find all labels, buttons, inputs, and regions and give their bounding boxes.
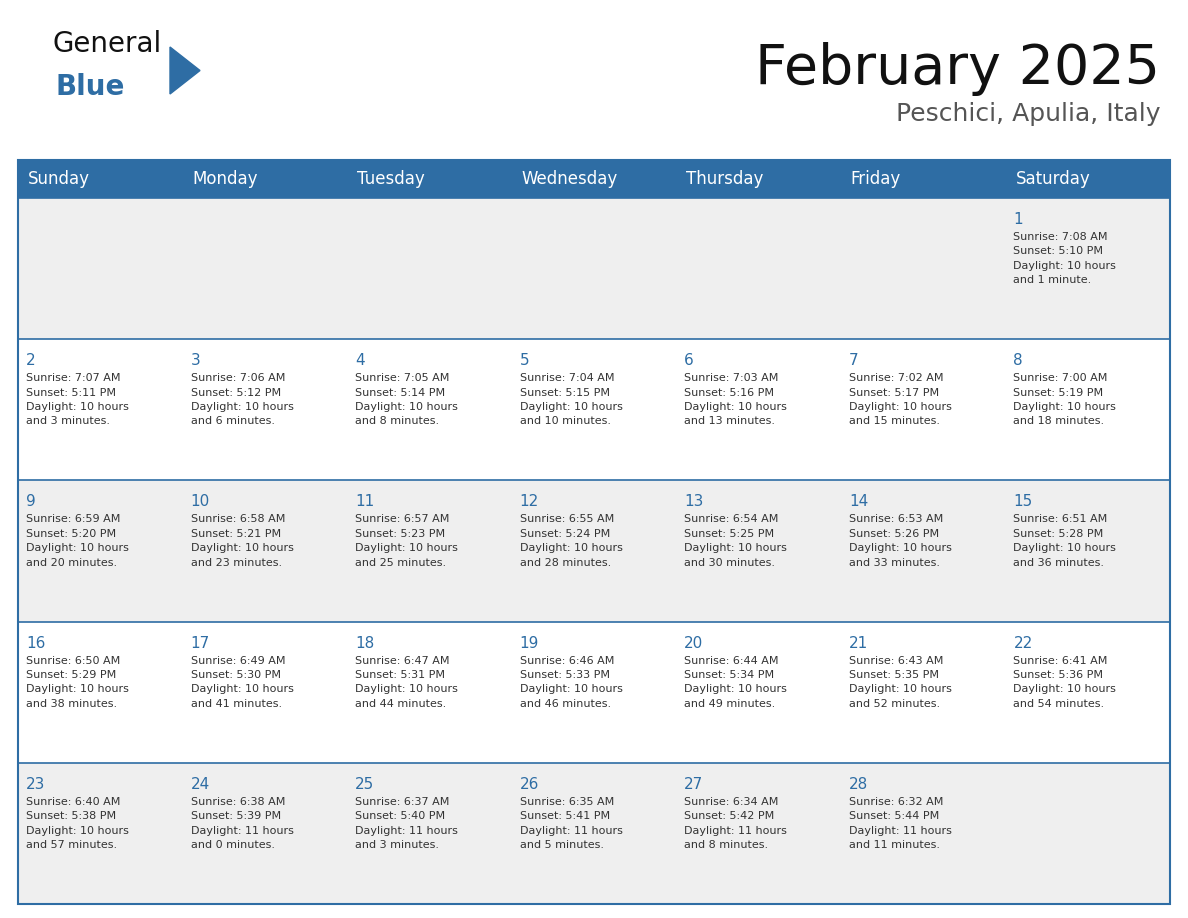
Text: 18: 18 (355, 635, 374, 651)
Polygon shape (170, 47, 200, 94)
Text: 12: 12 (519, 495, 539, 509)
Text: 19: 19 (519, 635, 539, 651)
Text: 17: 17 (190, 635, 210, 651)
Text: 5: 5 (519, 353, 530, 368)
Text: Sunrise: 7:05 AM
Sunset: 5:14 PM
Daylight: 10 hours
and 8 minutes.: Sunrise: 7:05 AM Sunset: 5:14 PM Dayligh… (355, 374, 459, 426)
Text: Sunrise: 6:37 AM
Sunset: 5:40 PM
Daylight: 11 hours
and 3 minutes.: Sunrise: 6:37 AM Sunset: 5:40 PM Dayligh… (355, 797, 459, 850)
Text: General: General (52, 30, 162, 58)
Text: Sunrise: 6:35 AM
Sunset: 5:41 PM
Daylight: 11 hours
and 5 minutes.: Sunrise: 6:35 AM Sunset: 5:41 PM Dayligh… (519, 797, 623, 850)
Text: Sunrise: 7:04 AM
Sunset: 5:15 PM
Daylight: 10 hours
and 10 minutes.: Sunrise: 7:04 AM Sunset: 5:15 PM Dayligh… (519, 374, 623, 426)
Text: Sunrise: 7:08 AM
Sunset: 5:10 PM
Daylight: 10 hours
and 1 minute.: Sunrise: 7:08 AM Sunset: 5:10 PM Dayligh… (1013, 232, 1117, 285)
Text: Saturday: Saturday (1016, 170, 1091, 188)
Text: 21: 21 (849, 635, 868, 651)
Text: Sunrise: 6:58 AM
Sunset: 5:21 PM
Daylight: 10 hours
and 23 minutes.: Sunrise: 6:58 AM Sunset: 5:21 PM Dayligh… (190, 514, 293, 567)
Text: 22: 22 (1013, 635, 1032, 651)
Text: Friday: Friday (851, 170, 902, 188)
Text: 9: 9 (26, 495, 36, 509)
Text: Sunrise: 6:40 AM
Sunset: 5:38 PM
Daylight: 10 hours
and 57 minutes.: Sunrise: 6:40 AM Sunset: 5:38 PM Dayligh… (26, 797, 128, 850)
Text: Sunrise: 7:03 AM
Sunset: 5:16 PM
Daylight: 10 hours
and 13 minutes.: Sunrise: 7:03 AM Sunset: 5:16 PM Dayligh… (684, 374, 788, 426)
Text: 27: 27 (684, 777, 703, 792)
Text: Peschici, Apulia, Italy: Peschici, Apulia, Italy (896, 102, 1159, 126)
Text: 23: 23 (26, 777, 45, 792)
Text: Sunrise: 6:54 AM
Sunset: 5:25 PM
Daylight: 10 hours
and 30 minutes.: Sunrise: 6:54 AM Sunset: 5:25 PM Dayligh… (684, 514, 788, 567)
Text: Sunrise: 6:55 AM
Sunset: 5:24 PM
Daylight: 10 hours
and 28 minutes.: Sunrise: 6:55 AM Sunset: 5:24 PM Dayligh… (519, 514, 623, 567)
Text: Sunrise: 6:46 AM
Sunset: 5:33 PM
Daylight: 10 hours
and 46 minutes.: Sunrise: 6:46 AM Sunset: 5:33 PM Dayligh… (519, 655, 623, 709)
Text: Tuesday: Tuesday (358, 170, 425, 188)
Text: Sunrise: 6:50 AM
Sunset: 5:29 PM
Daylight: 10 hours
and 38 minutes.: Sunrise: 6:50 AM Sunset: 5:29 PM Dayligh… (26, 655, 128, 709)
Text: 11: 11 (355, 495, 374, 509)
Text: 13: 13 (684, 495, 703, 509)
Text: 10: 10 (190, 495, 210, 509)
Bar (18, 339, 1170, 480)
Text: Sunrise: 6:47 AM
Sunset: 5:31 PM
Daylight: 10 hours
and 44 minutes.: Sunrise: 6:47 AM Sunset: 5:31 PM Dayligh… (355, 655, 459, 709)
Text: Sunrise: 6:32 AM
Sunset: 5:44 PM
Daylight: 11 hours
and 11 minutes.: Sunrise: 6:32 AM Sunset: 5:44 PM Dayligh… (849, 797, 952, 850)
Bar (18, 480, 1170, 621)
Text: Sunrise: 7:02 AM
Sunset: 5:17 PM
Daylight: 10 hours
and 15 minutes.: Sunrise: 7:02 AM Sunset: 5:17 PM Dayligh… (849, 374, 952, 426)
Text: 14: 14 (849, 495, 868, 509)
Text: 28: 28 (849, 777, 868, 792)
Text: Sunrise: 6:53 AM
Sunset: 5:26 PM
Daylight: 10 hours
and 33 minutes.: Sunrise: 6:53 AM Sunset: 5:26 PM Dayligh… (849, 514, 952, 567)
Text: 7: 7 (849, 353, 859, 368)
Bar (18, 621, 1170, 763)
Text: 6: 6 (684, 353, 694, 368)
Text: 16: 16 (26, 635, 45, 651)
Bar (18, 160, 1170, 198)
Bar (18, 763, 1170, 904)
Text: Blue: Blue (55, 73, 125, 101)
Text: Monday: Monday (192, 170, 258, 188)
Text: Sunrise: 6:57 AM
Sunset: 5:23 PM
Daylight: 10 hours
and 25 minutes.: Sunrise: 6:57 AM Sunset: 5:23 PM Dayligh… (355, 514, 459, 567)
Bar (18, 198, 1170, 339)
Text: 1: 1 (1013, 212, 1023, 227)
Text: Sunrise: 6:59 AM
Sunset: 5:20 PM
Daylight: 10 hours
and 20 minutes.: Sunrise: 6:59 AM Sunset: 5:20 PM Dayligh… (26, 514, 128, 567)
Text: Sunrise: 7:00 AM
Sunset: 5:19 PM
Daylight: 10 hours
and 18 minutes.: Sunrise: 7:00 AM Sunset: 5:19 PM Dayligh… (1013, 374, 1117, 426)
Text: Sunrise: 6:43 AM
Sunset: 5:35 PM
Daylight: 10 hours
and 52 minutes.: Sunrise: 6:43 AM Sunset: 5:35 PM Dayligh… (849, 655, 952, 709)
Text: 8: 8 (1013, 353, 1023, 368)
Text: 3: 3 (190, 353, 201, 368)
Text: Sunrise: 7:06 AM
Sunset: 5:12 PM
Daylight: 10 hours
and 6 minutes.: Sunrise: 7:06 AM Sunset: 5:12 PM Dayligh… (190, 374, 293, 426)
Text: 2: 2 (26, 353, 36, 368)
Bar (18, 160, 1170, 904)
Text: Sunrise: 7:07 AM
Sunset: 5:11 PM
Daylight: 10 hours
and 3 minutes.: Sunrise: 7:07 AM Sunset: 5:11 PM Dayligh… (26, 374, 128, 426)
Text: Sunrise: 6:44 AM
Sunset: 5:34 PM
Daylight: 10 hours
and 49 minutes.: Sunrise: 6:44 AM Sunset: 5:34 PM Dayligh… (684, 655, 788, 709)
Text: Sunrise: 6:34 AM
Sunset: 5:42 PM
Daylight: 11 hours
and 8 minutes.: Sunrise: 6:34 AM Sunset: 5:42 PM Dayligh… (684, 797, 788, 850)
Text: Sunday: Sunday (29, 170, 90, 188)
Text: Thursday: Thursday (687, 170, 764, 188)
Text: 26: 26 (519, 777, 539, 792)
Text: February 2025: February 2025 (756, 42, 1159, 96)
Text: Sunrise: 6:41 AM
Sunset: 5:36 PM
Daylight: 10 hours
and 54 minutes.: Sunrise: 6:41 AM Sunset: 5:36 PM Dayligh… (1013, 655, 1117, 709)
Text: Sunrise: 6:38 AM
Sunset: 5:39 PM
Daylight: 11 hours
and 0 minutes.: Sunrise: 6:38 AM Sunset: 5:39 PM Dayligh… (190, 797, 293, 850)
Text: Sunrise: 6:49 AM
Sunset: 5:30 PM
Daylight: 10 hours
and 41 minutes.: Sunrise: 6:49 AM Sunset: 5:30 PM Dayligh… (190, 655, 293, 709)
Text: Wednesday: Wednesday (522, 170, 618, 188)
Text: 20: 20 (684, 635, 703, 651)
Text: 24: 24 (190, 777, 210, 792)
Text: 4: 4 (355, 353, 365, 368)
Text: Sunrise: 6:51 AM
Sunset: 5:28 PM
Daylight: 10 hours
and 36 minutes.: Sunrise: 6:51 AM Sunset: 5:28 PM Dayligh… (1013, 514, 1117, 567)
Text: 15: 15 (1013, 495, 1032, 509)
Text: 25: 25 (355, 777, 374, 792)
